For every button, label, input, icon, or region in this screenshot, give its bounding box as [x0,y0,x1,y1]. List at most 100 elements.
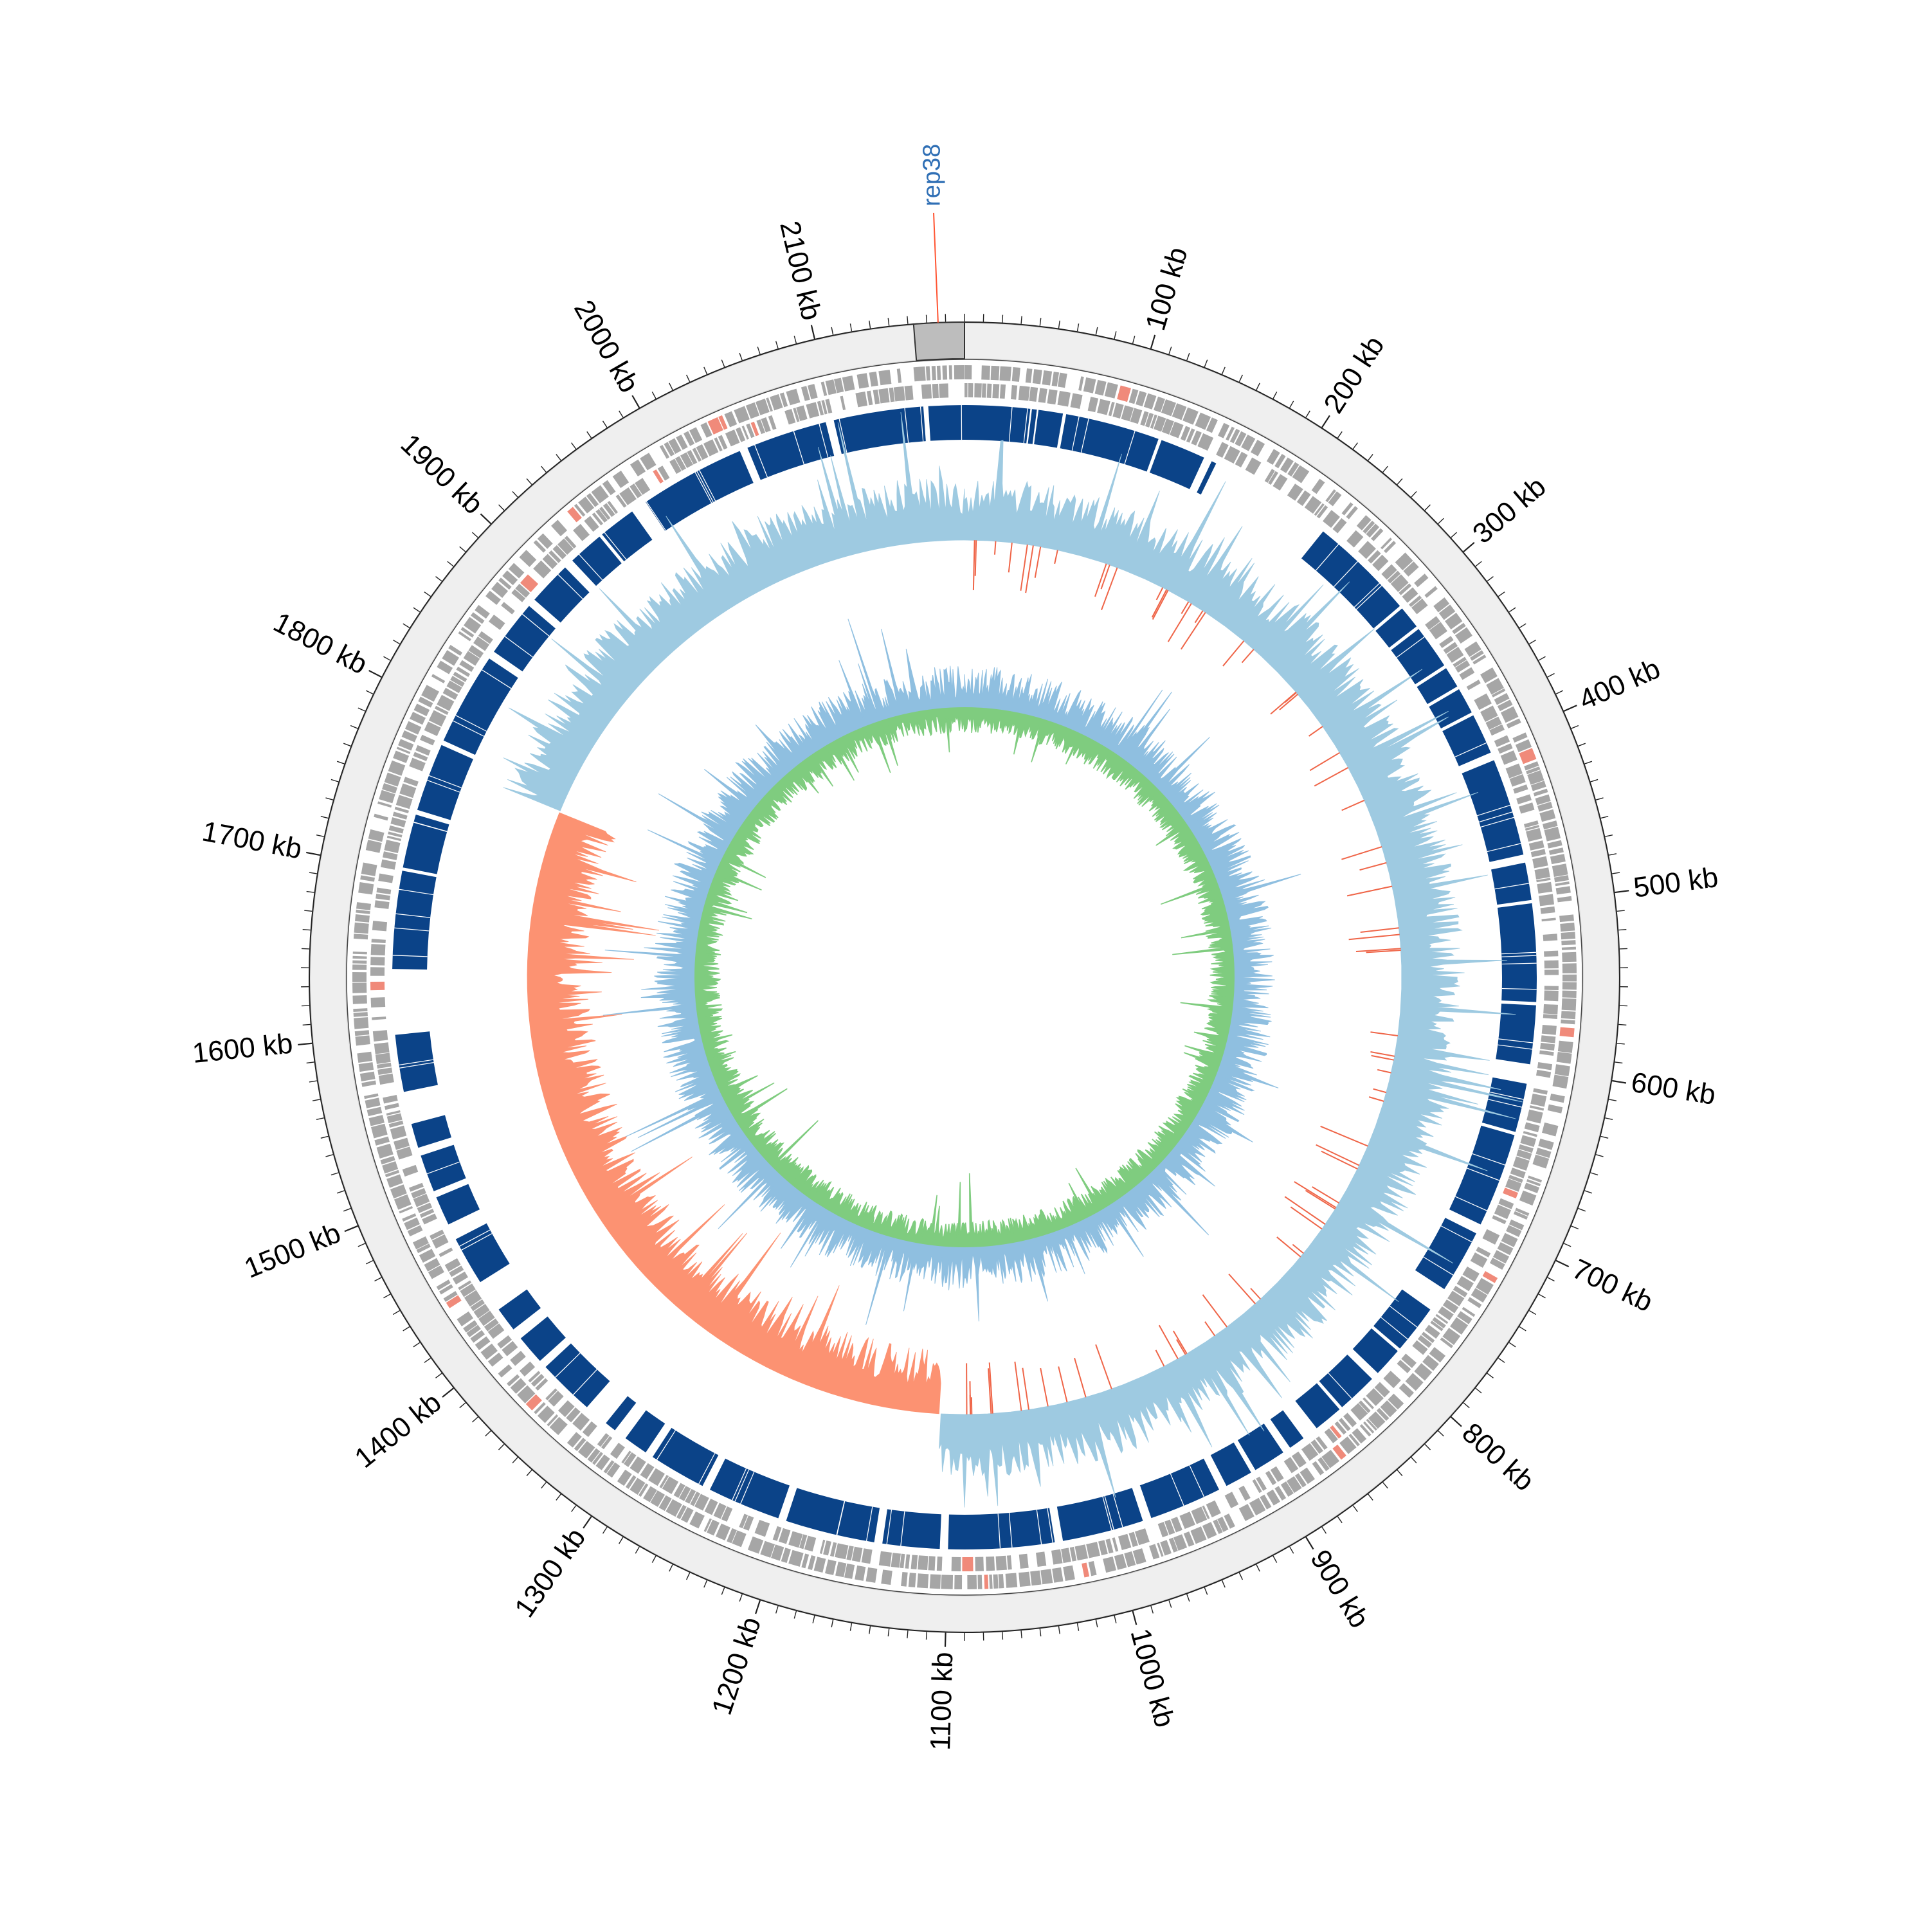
minor-tick [687,1573,690,1580]
gc-skew-spike [1321,1126,1368,1146]
gene-forward [498,1364,512,1378]
minor-tick [413,1342,420,1347]
tick-label: 1700 kb [200,815,305,865]
gene-forward [1363,1422,1374,1434]
minor-tick [1519,624,1526,627]
minor-tick [739,353,742,360]
gene-reverse [376,894,390,900]
gene-forward [1103,1557,1116,1573]
minor-tick [757,347,760,354]
minor-tick [1539,1294,1546,1298]
gene-forward [1562,947,1576,950]
gene-reverse [1526,828,1542,842]
gc-skew-spike [1009,543,1012,572]
gene-reverse [939,383,948,397]
minor-tick [831,327,833,335]
minor-tick [556,455,561,460]
minor-tick [1306,411,1310,417]
minor-tick [794,336,796,344]
gene-reverse [501,602,515,614]
major-tick [1322,415,1330,427]
homology-block [412,1115,451,1148]
gene-forward [866,1567,878,1583]
major-tick [306,853,320,855]
gene-reverse [1529,840,1544,851]
gene-forward [1006,1573,1018,1588]
minor-tick [776,1606,778,1614]
gene-forward [1548,1105,1563,1114]
gene-reverse [952,1557,961,1571]
gc-skew-spike [1316,1145,1359,1166]
gc-skew-spike [1280,694,1298,710]
minor-tick [1529,1310,1535,1314]
tick-label: 2100 kb [774,218,827,323]
gene-forward [366,840,382,853]
minor-tick [669,383,673,390]
minor-tick [1337,1517,1342,1523]
gc-skew-spike [1153,590,1168,619]
gene-reverse [1036,1551,1046,1567]
gene-reverse [894,386,905,402]
minor-tick [1058,321,1060,329]
minor-tick [907,316,908,324]
gene-reverse [996,1556,1007,1571]
gene-reverse [1537,1062,1552,1070]
gene-reverse [373,1030,388,1042]
gene-forward [825,1560,837,1575]
gene-forward [352,964,367,970]
gene-reverse [1071,393,1083,409]
minor-tick [1609,854,1617,855]
minor-tick [721,1587,724,1594]
minor-tick [1353,1506,1357,1512]
gc-skew-spike [1369,1097,1384,1101]
gc-skew-spike [1347,886,1392,896]
gene-reverse [1086,1542,1100,1558]
gene-reverse [928,1556,935,1571]
minor-tick [1096,1620,1097,1627]
gene-forward [1557,896,1572,903]
minor-tick [1564,1243,1571,1247]
gene-forward [354,923,369,934]
gene-forward [835,1562,846,1577]
gene-reverse [374,900,389,909]
minor-tick [460,1403,466,1408]
gene-forward [356,1035,370,1045]
gene-forward [1562,975,1577,982]
minor-tick [325,798,333,800]
homology-block [395,1031,438,1092]
gene-reverse [390,1126,407,1140]
minor-tick [1353,443,1357,449]
gene-reverse [1544,961,1559,969]
gene-reverse [987,384,992,398]
gc-skew-spike [1310,753,1339,771]
gene-reverse [1038,388,1047,402]
gene-reverse [403,1165,419,1177]
gene-reverse [1543,1004,1558,1015]
minor-tick [1487,577,1494,581]
minor-tick [1451,532,1457,537]
minor-tick [869,1626,871,1634]
minor-tick [1239,375,1242,382]
gene-forward [814,1557,826,1573]
minor-tick [603,1527,608,1533]
gc-skew-spike [975,540,976,576]
gene-reverse [396,795,413,809]
minor-tick [1273,392,1277,399]
gene-forward [725,411,738,428]
minor-tick [1571,726,1579,729]
tick-label: 1600 kb [191,1028,294,1070]
gene-forward [352,961,367,964]
gene-reverse [371,944,386,955]
gene-forward [1538,1139,1553,1150]
gene-forward [1555,1064,1570,1076]
minor-tick [393,640,399,644]
gc-skew-spike [1181,602,1188,613]
minor-tick [307,892,314,893]
gene-forward [356,910,370,914]
minor-tick [1605,835,1613,837]
gene-forward [1033,369,1042,384]
gene-reverse [370,957,385,965]
minor-tick [1487,1373,1494,1378]
gene-forward [365,1097,381,1108]
